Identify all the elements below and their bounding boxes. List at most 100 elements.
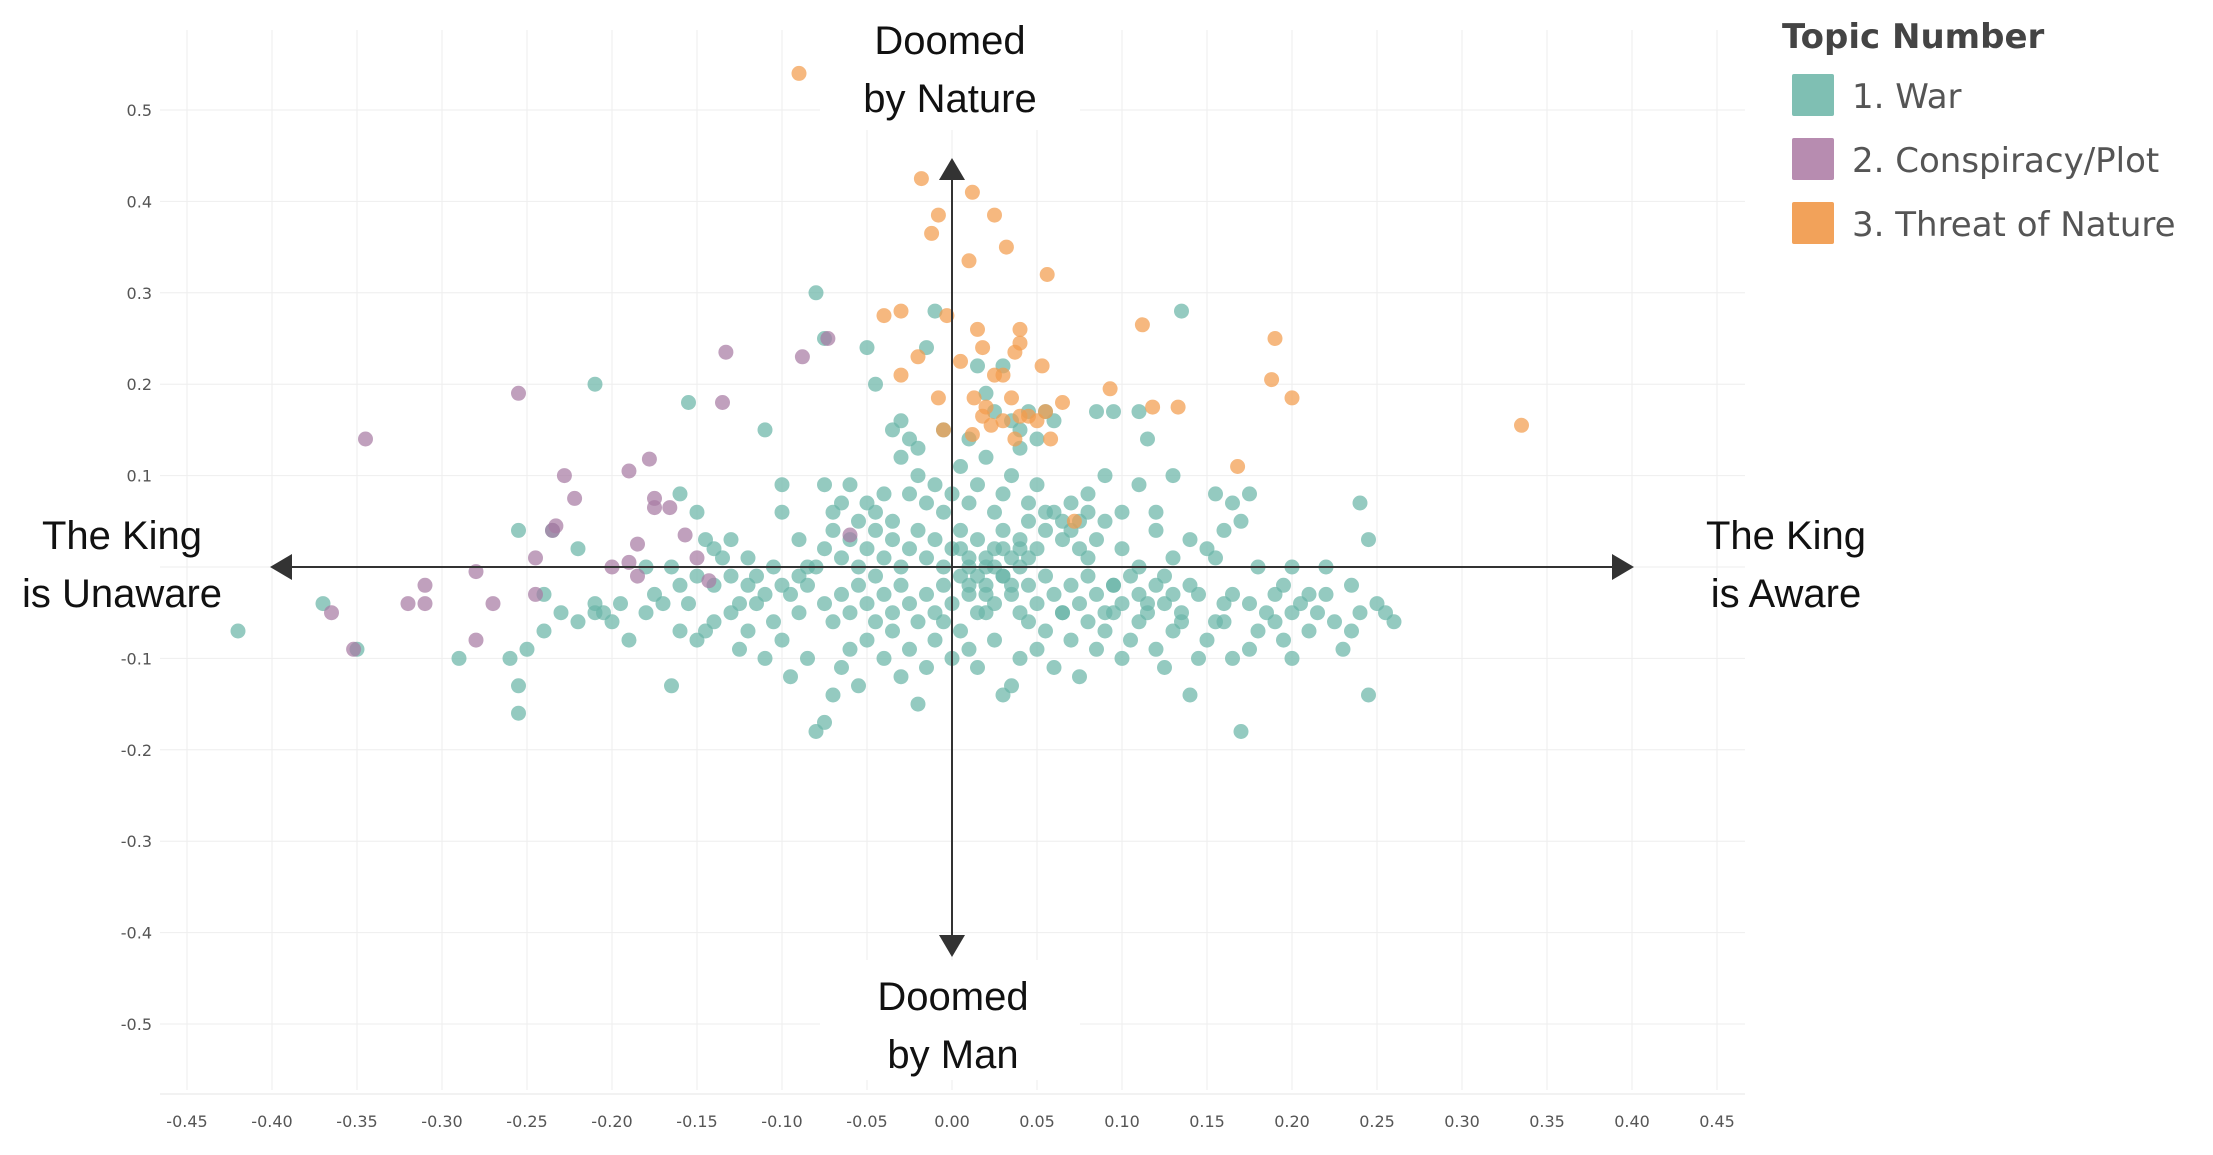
data-point <box>1242 486 1257 502</box>
data-point <box>1264 372 1280 388</box>
data-point <box>817 541 832 557</box>
data-point <box>966 390 982 406</box>
series-1 <box>230 285 1402 739</box>
x-tick-label: 0.30 <box>1444 1112 1480 1131</box>
data-point <box>1361 532 1376 548</box>
data-point <box>1097 623 1113 639</box>
y-tick-label: -0.3 <box>121 832 152 851</box>
data-point <box>851 513 866 529</box>
x-tick-label: -0.25 <box>506 1112 547 1131</box>
data-point <box>1199 541 1215 557</box>
data-point <box>1055 513 1070 529</box>
top-label-bg <box>820 10 1080 130</box>
data-point <box>842 641 858 657</box>
data-point <box>706 541 722 557</box>
data-point <box>885 513 900 529</box>
data-point <box>1106 577 1121 593</box>
data-point <box>978 449 994 465</box>
data-point <box>681 395 696 410</box>
data-point <box>1208 486 1223 502</box>
data-point <box>1165 468 1181 484</box>
data-point <box>1089 404 1104 420</box>
arrow-left-icon <box>270 554 292 580</box>
data-point <box>400 596 416 612</box>
data-point <box>825 522 841 538</box>
data-point <box>1055 395 1070 410</box>
data-point <box>1007 344 1023 360</box>
data-point <box>672 577 688 593</box>
data-point <box>1038 623 1053 639</box>
legend-label-conspiracy: 2. Conspiracy/Plot <box>1852 141 2159 181</box>
data-point <box>1021 577 1036 593</box>
data-point <box>978 586 994 602</box>
data-point <box>1123 568 1138 584</box>
data-point <box>1225 650 1240 666</box>
data-point <box>766 614 781 630</box>
data-point <box>662 500 678 516</box>
data-point <box>1038 504 1053 520</box>
data-point <box>859 632 875 648</box>
data-point <box>1344 577 1359 593</box>
data-point <box>868 614 883 630</box>
legend-label-threat-of-nature: 3. Threat of Nature <box>1852 205 2176 245</box>
data-point <box>1097 468 1113 484</box>
data-point <box>1043 431 1059 447</box>
data-point <box>868 504 883 520</box>
x-tick-label: -0.10 <box>761 1112 802 1131</box>
data-point <box>910 349 926 365</box>
data-point <box>919 495 934 511</box>
data-point <box>1148 522 1164 538</box>
data-point <box>740 623 756 639</box>
data-point <box>1131 586 1147 602</box>
data-point <box>893 449 909 465</box>
data-point <box>677 527 693 543</box>
data-point <box>842 605 858 621</box>
data-point <box>902 486 917 502</box>
data-point <box>706 614 722 630</box>
data-point <box>1012 321 1028 337</box>
data-point <box>953 459 968 474</box>
data-point <box>1012 541 1028 557</box>
data-point <box>732 596 747 612</box>
data-point <box>995 413 1011 429</box>
data-point <box>1170 399 1186 415</box>
bottom-label-line-1: Doomed <box>877 975 1028 1019</box>
data-point <box>1080 568 1096 584</box>
data-point <box>1007 431 1023 447</box>
data-point <box>1148 504 1164 520</box>
data-point <box>1148 641 1164 657</box>
data-point <box>1080 614 1096 630</box>
data-point <box>1038 522 1053 538</box>
data-point <box>1182 532 1198 548</box>
data-point <box>1072 541 1087 557</box>
data-point <box>876 650 892 666</box>
data-point <box>613 596 628 612</box>
data-point <box>995 486 1011 502</box>
data-point <box>740 577 756 593</box>
data-point <box>791 532 807 548</box>
data-point <box>794 349 810 365</box>
data-point <box>587 596 603 612</box>
data-point <box>1165 586 1181 602</box>
y-tick-label: -0.5 <box>121 1015 152 1034</box>
data-point <box>1114 541 1130 557</box>
data-point <box>820 331 836 346</box>
data-point <box>936 422 951 438</box>
quadrant-axes <box>270 158 1634 957</box>
data-point <box>783 669 798 685</box>
data-point <box>983 417 999 433</box>
legend-swatch-threat-of-nature <box>1792 202 1834 244</box>
data-point <box>681 596 696 612</box>
data-point <box>927 477 943 493</box>
data-point <box>553 605 569 621</box>
data-point <box>919 660 934 675</box>
data-point <box>519 641 535 657</box>
data-point <box>936 504 951 520</box>
data-point <box>975 340 991 356</box>
data-point <box>528 586 543 602</box>
data-point <box>570 614 586 630</box>
data-point <box>876 486 892 502</box>
x-tick-label: -0.30 <box>421 1112 462 1131</box>
data-point <box>1301 586 1317 602</box>
data-point <box>834 660 849 675</box>
